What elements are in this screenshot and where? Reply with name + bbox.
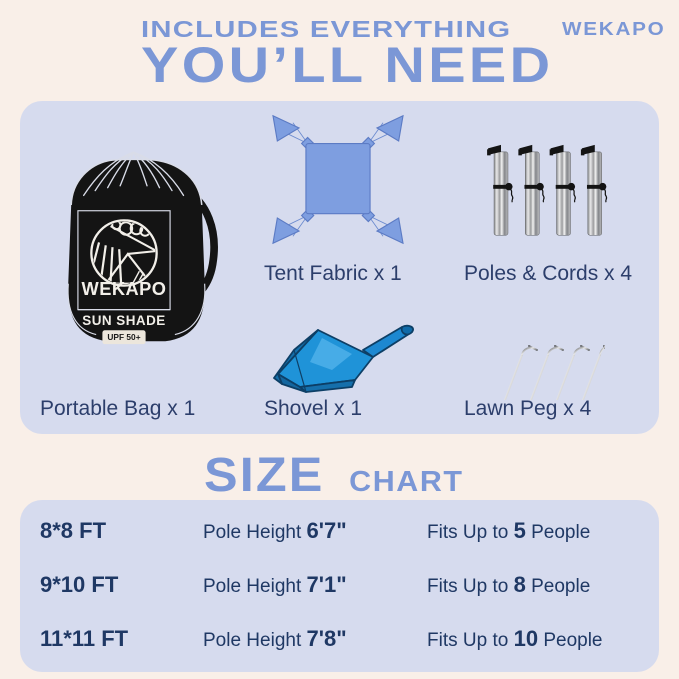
svg-text:UPF 50+: UPF 50+ <box>107 332 140 342</box>
svg-text:SUN SHADE: SUN SHADE <box>82 313 165 328</box>
svg-text:WEKAPO: WEKAPO <box>82 278 167 299</box>
